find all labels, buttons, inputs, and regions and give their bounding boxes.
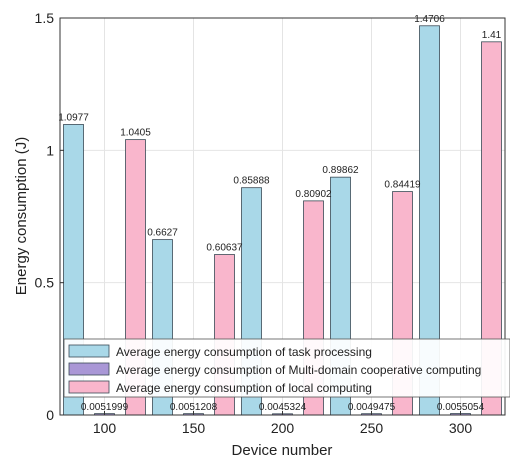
- legend-entry: Average energy consumption of local comp…: [116, 381, 372, 395]
- x-tick-label: 100: [93, 420, 117, 436]
- legend-swatch: [68, 380, 110, 394]
- x-tick-label: 300: [449, 420, 473, 436]
- data-label: 0.0045324: [259, 402, 307, 413]
- legend-swatch: [68, 344, 110, 358]
- legend-entry: Average energy consumption of Multi-doma…: [116, 363, 481, 377]
- x-tick-label: 250: [360, 420, 384, 436]
- y-axis-title: Energy consumption (J): [13, 137, 30, 295]
- y-tick-label: 1: [46, 142, 54, 158]
- y-axis-ticks: 0 0.5 1 1.5: [35, 10, 64, 423]
- data-label: 0.0055054: [437, 402, 485, 413]
- data-label: 1.0405: [120, 128, 151, 139]
- data-label: 0.60637: [206, 243, 243, 254]
- data-label: 0.89862: [322, 165, 359, 176]
- data-label: 0.0051208: [170, 402, 218, 413]
- data-label: 1.0977: [58, 112, 89, 123]
- y-tick-label: 1.5: [35, 10, 55, 26]
- data-label: 0.85888: [233, 176, 270, 187]
- data-label: 0.84419: [384, 180, 421, 191]
- legend-box: [63, 338, 510, 398]
- data-label: 1.41: [482, 30, 502, 41]
- data-label: 0.6627: [147, 228, 178, 239]
- legend: Average energy consumption of task proce…: [63, 338, 510, 398]
- data-labels-layer: 1.0977 0.0051999 1.0405 0.6627 0.0051208 0.60…: [58, 14, 501, 413]
- x-tick-label: 200: [271, 420, 295, 436]
- x-tick-label: 150: [182, 420, 206, 436]
- data-label: 0.0051999: [81, 402, 129, 413]
- data-label: 0.80902: [295, 189, 332, 200]
- y-tick-label: 0.5: [35, 275, 55, 291]
- legend-swatch: [68, 362, 110, 376]
- data-label: 0.0049475: [348, 402, 396, 413]
- y-tick-label: 0: [46, 407, 54, 423]
- x-axis-ticks: 100 150 200 250 300: [93, 411, 473, 436]
- data-label: 1.4706: [414, 14, 445, 25]
- x-axis-title: Device number: [232, 442, 333, 459]
- legend-entry: Average energy consumption of task proce…: [116, 345, 372, 359]
